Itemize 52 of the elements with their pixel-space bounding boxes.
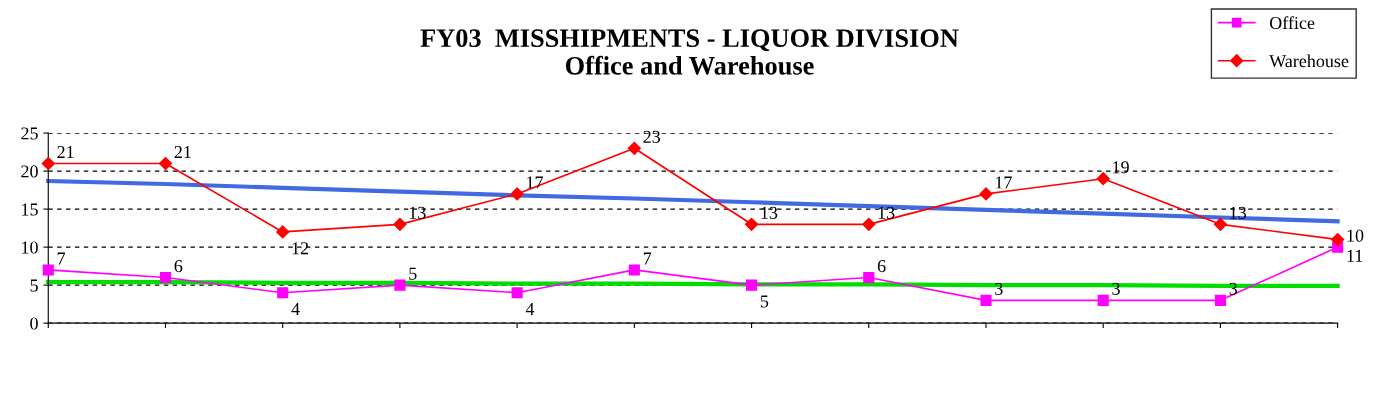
point xyxy=(627,141,641,155)
point xyxy=(863,271,875,284)
point xyxy=(745,279,758,291)
y-tick-label: 15 xyxy=(22,203,38,216)
legend-label: Warehouse xyxy=(1269,54,1349,68)
point xyxy=(628,264,640,276)
point xyxy=(42,264,54,276)
data-label: 13 xyxy=(761,206,778,219)
point xyxy=(1096,172,1110,186)
data-label: 13 xyxy=(409,206,426,219)
data-label: 17 xyxy=(527,176,543,189)
y-tick-label: 0 xyxy=(30,317,38,330)
point xyxy=(158,156,173,171)
point xyxy=(862,217,876,231)
point xyxy=(393,217,407,231)
data-label: 7 xyxy=(643,252,652,265)
point xyxy=(41,156,55,171)
legend-label: Office xyxy=(1269,16,1315,30)
point xyxy=(979,187,993,201)
y-tick-label: 5 xyxy=(30,279,38,292)
data-label: 19 xyxy=(1113,161,1129,174)
data-label: 6 xyxy=(877,260,886,273)
point xyxy=(744,217,759,231)
point xyxy=(980,294,992,306)
point xyxy=(394,279,406,291)
data-label: 21 xyxy=(57,145,74,158)
y-tick-label: 25 xyxy=(21,127,38,140)
data-label: 11 xyxy=(1347,249,1363,262)
y-tick-label: 10 xyxy=(22,241,38,254)
data-label: 12 xyxy=(292,242,309,255)
data-label: 21 xyxy=(174,145,191,158)
point xyxy=(277,287,289,299)
y-tick-label: 20 xyxy=(21,165,38,178)
data-label: 13 xyxy=(878,206,895,219)
point xyxy=(1214,294,1226,306)
data-label: 10 xyxy=(1347,229,1364,242)
data-label: 23 xyxy=(643,130,661,143)
point xyxy=(1331,232,1345,247)
point xyxy=(1097,294,1109,306)
data-label: 5 xyxy=(409,267,417,280)
chart-title: FY03 MISSHIPMENTS - LIQUOR DIVISION Office and Warehouse xyxy=(420,29,959,75)
data-label: 17 xyxy=(995,176,1012,189)
data-label: 7 xyxy=(57,252,66,265)
point xyxy=(1213,217,1228,231)
point xyxy=(276,225,290,239)
point xyxy=(510,187,524,201)
point xyxy=(159,271,172,284)
data-label: 4 xyxy=(525,303,535,315)
data-label: 4 xyxy=(291,303,300,315)
data-label: 5 xyxy=(760,295,769,308)
data-label: 6 xyxy=(174,260,183,273)
point xyxy=(511,287,523,299)
